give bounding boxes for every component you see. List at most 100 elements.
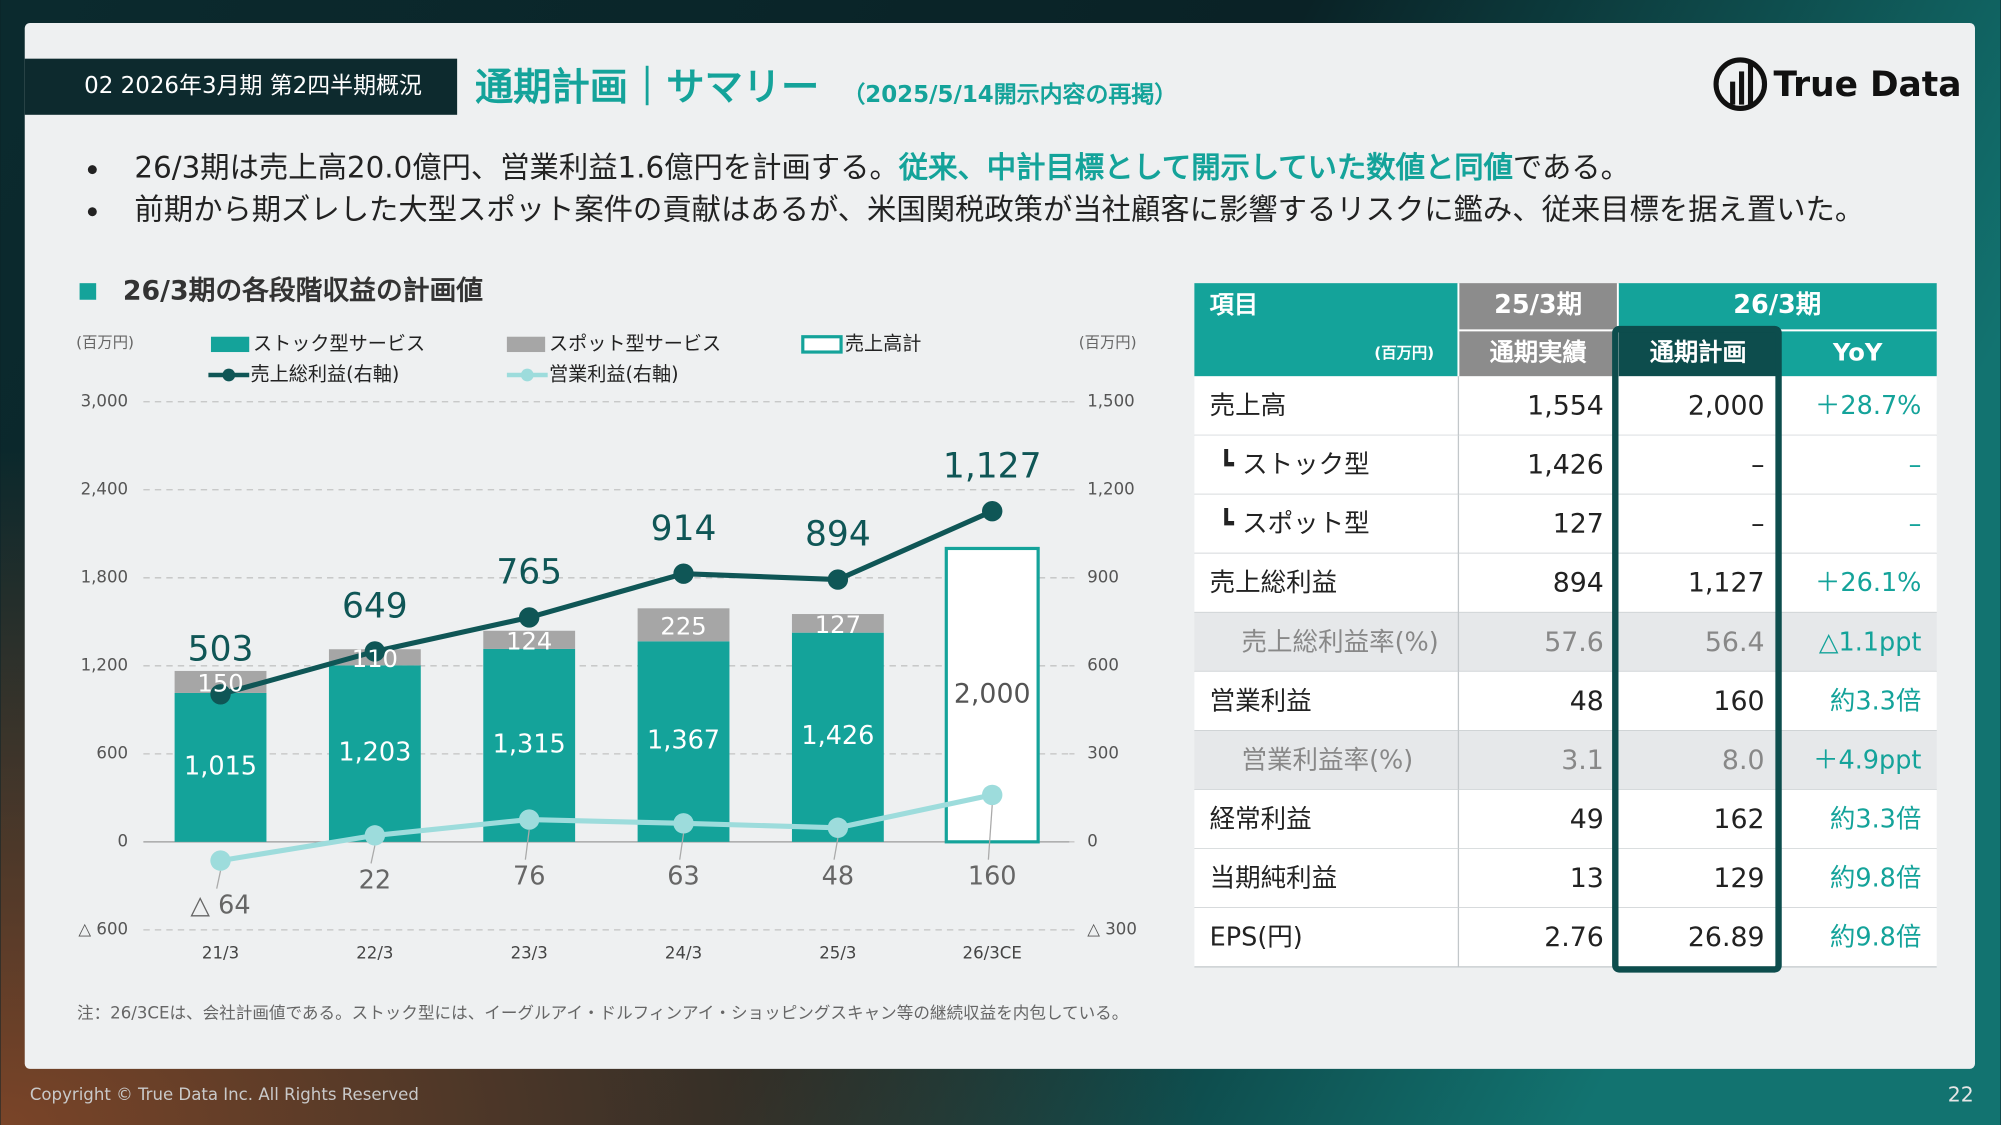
- line-label: 765: [496, 553, 562, 593]
- series-point: [827, 817, 849, 838]
- line-label: 649: [342, 587, 408, 627]
- logo-text: True Data: [1773, 65, 1961, 105]
- line-label: 894: [805, 515, 871, 555]
- logo-bar: [1747, 63, 1754, 105]
- footnote: 注：26/3CEは、会社計画値である。ストック型には、イーグルアイ・ドルフィンア…: [77, 1004, 1128, 1023]
- cell-yoy: –: [1909, 509, 1922, 539]
- bullet-text: 26/3期は売上高20.0億円、営業利益1.6億円を計画する。従来、中計目標とし…: [134, 150, 1630, 184]
- y-tick-label: 1,200: [81, 655, 128, 674]
- total-label: 2,000: [954, 679, 1031, 710]
- copyright: Copyright © True Data Inc. All Rights Re…: [30, 1085, 419, 1104]
- page-number: 22: [1948, 1083, 1974, 1107]
- cell-yoy: 約9.8倍: [1830, 864, 1922, 894]
- row-label: 当期純利益: [1210, 864, 1338, 894]
- legend-dot: [222, 368, 236, 382]
- series-point: [673, 563, 694, 584]
- cell-value: 13: [1570, 863, 1604, 894]
- row-label: 売上総利益率(%): [1242, 627, 1439, 657]
- cell-value: 48: [1570, 686, 1604, 717]
- header-cell: [1194, 283, 1459, 377]
- line-label: 503: [188, 629, 254, 669]
- cell-value: 49: [1570, 804, 1604, 835]
- leader-line: [833, 837, 839, 860]
- row-bg: [1194, 494, 1937, 554]
- x-tick-label: 22/3: [356, 944, 393, 963]
- bullet-highlight: 従来、中計目標として開示していた数値と同値: [898, 150, 1513, 184]
- header-text: 通期計画: [1650, 338, 1747, 366]
- bar-label: 1,015: [184, 751, 257, 781]
- bar-segment: [637, 641, 730, 842]
- header-text: 項目: [1210, 291, 1258, 319]
- bullet-part: 前期から期ズレした大型スポット案件の貢献はあるが、米国関税政策が当社顧客に影響す…: [134, 192, 1864, 226]
- y2-tick-label: 1,200: [1087, 479, 1134, 498]
- x-tick-label: 21/3: [202, 944, 239, 963]
- section-box: [24, 58, 458, 115]
- cell-value: 1,554: [1527, 391, 1604, 422]
- x-tick-label: 24/3: [665, 944, 702, 963]
- cell-value: 2.76: [1544, 922, 1604, 953]
- section-label: 02 2026年3月期 第2四半期概況: [84, 73, 422, 99]
- row-bg: [1194, 376, 1937, 436]
- cell-yoy: 約3.3倍: [1830, 686, 1922, 716]
- legend-label: 営業利益(右軸): [549, 362, 679, 385]
- y-tick-label: 2,400: [81, 479, 128, 498]
- y-tick-label: 600: [96, 743, 128, 762]
- bullet-part: 26/3期は売上高20.0億円、営業利益1.6億円を計画する。: [134, 150, 898, 184]
- legend-swatch: [801, 335, 843, 354]
- y2-tick-label: △ 300: [1087, 919, 1137, 938]
- bar-segment: [791, 632, 884, 842]
- legend-swatch: [506, 336, 546, 353]
- y-tick-label: △ 600: [78, 919, 128, 938]
- row-bg: [1194, 848, 1937, 908]
- y-tick-label: 1,800: [81, 567, 128, 586]
- legend-label: 売上高計: [845, 332, 922, 355]
- line-label: 63: [667, 862, 699, 892]
- cell-value: 1,426: [1527, 450, 1604, 481]
- bar-label: 1,367: [647, 726, 720, 756]
- cell-value: 57.6: [1544, 627, 1604, 658]
- y2-tick-label: 300: [1087, 743, 1119, 762]
- row-label: 営業利益: [1210, 686, 1312, 716]
- legend-label: ストック型サービス: [253, 332, 425, 355]
- bar-label: 127: [815, 611, 861, 639]
- row-bg: [1194, 612, 1937, 672]
- series-point: [982, 784, 1003, 806]
- y2-tick-label: 600: [1087, 655, 1119, 674]
- line-label: △ 64: [190, 891, 250, 921]
- cell-yoy: ＋26.1%: [1815, 568, 1922, 598]
- header-text: 通期実績: [1490, 338, 1587, 366]
- series-point: [827, 569, 849, 590]
- cell-yoy: ＋4.9ppt: [1813, 745, 1921, 775]
- y-axis-unit: (百万円): [76, 334, 134, 352]
- leader-line: [679, 833, 685, 860]
- chart-title: 26/3期の各段階収益の計画値: [123, 275, 483, 307]
- row-label: 経常利益: [1210, 804, 1312, 834]
- series-point: [982, 501, 1003, 522]
- row-bg: [1194, 435, 1937, 495]
- y2-tick-label: 900: [1087, 567, 1119, 586]
- page-subtitle: （2025/5/14開示内容の再掲）: [842, 81, 1177, 108]
- row-label: 営業利益率(%): [1242, 745, 1414, 775]
- cell-value: 160: [1713, 686, 1764, 717]
- legend-label: スポット型サービス: [549, 332, 721, 355]
- series-line: [220, 792, 993, 864]
- leader-line: [216, 870, 222, 889]
- logo-bar: [1730, 81, 1736, 105]
- cell-value: 1,127: [1688, 568, 1765, 599]
- line-label: 160: [968, 862, 1017, 892]
- bar-label: 110: [352, 645, 398, 673]
- leader-line: [524, 829, 530, 860]
- row-bg: [1194, 907, 1937, 967]
- summary-table: 項目 25/3期 26/3期 (百万円) 通期実績 通期計画 YoY 売上高 1,554 2,00…: [1194, 283, 1937, 973]
- series-line: [219, 508, 994, 697]
- series-point: [518, 607, 540, 628]
- chart-title-marker: [79, 283, 97, 300]
- y-tick-label: 0: [117, 831, 128, 850]
- header-unit: (百万円): [1374, 344, 1434, 362]
- y-tick-label: 3,000: [81, 391, 128, 410]
- cell-value: 3.1: [1561, 745, 1604, 776]
- header-cell: [1778, 330, 1937, 377]
- header-cell: [1458, 330, 1618, 377]
- cell-yoy: 約9.8倍: [1830, 923, 1922, 953]
